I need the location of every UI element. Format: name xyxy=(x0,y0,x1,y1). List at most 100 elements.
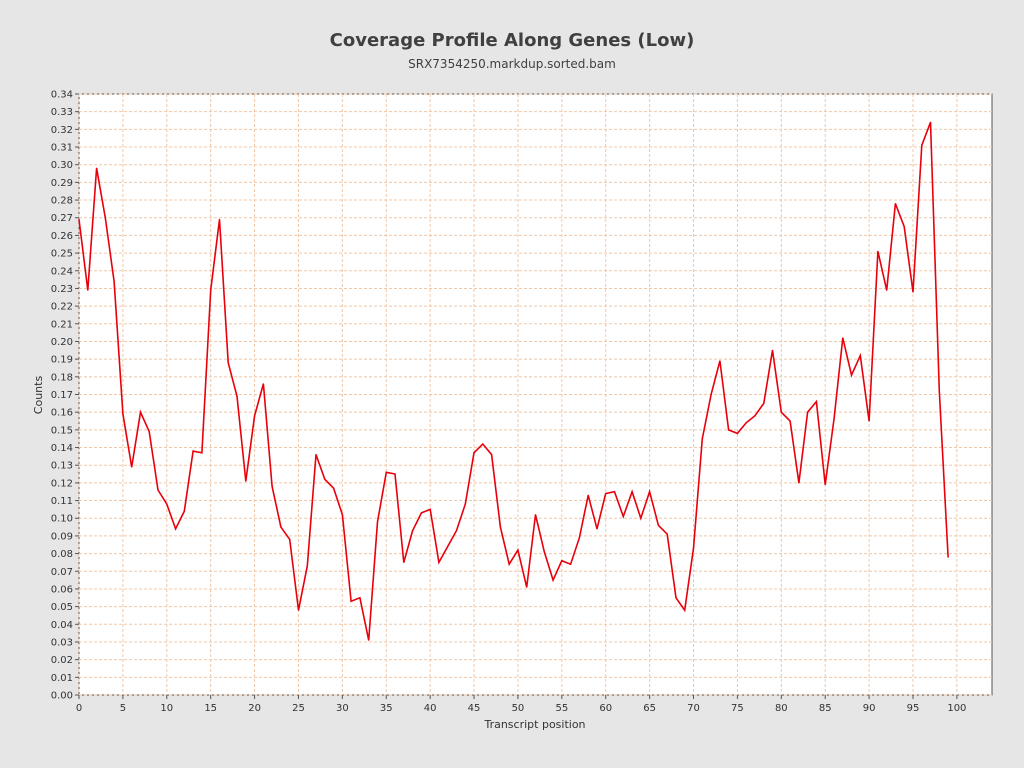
data-point xyxy=(675,597,677,599)
x-tick-label: 60 xyxy=(599,703,612,714)
y-tick-label: 0.31 xyxy=(51,143,73,154)
data-point xyxy=(903,225,905,228)
y-tick-label: 0.14 xyxy=(51,443,73,454)
data-point xyxy=(570,563,572,565)
data-point xyxy=(271,485,273,488)
data-point xyxy=(166,503,168,505)
data-point xyxy=(253,415,256,417)
chart-title: Coverage Profile Along Genes (Low) xyxy=(329,30,695,51)
y-tick-label: 0.01 xyxy=(51,673,73,684)
y-tick-label: 0.07 xyxy=(51,567,73,578)
y-tick-label: 0.21 xyxy=(51,319,73,330)
x-tick-label: 70 xyxy=(687,703,700,714)
data-point xyxy=(605,492,607,495)
data-point xyxy=(534,514,537,516)
data-point xyxy=(868,420,870,422)
x-tick-label: 50 xyxy=(512,703,525,714)
data-point xyxy=(324,478,326,480)
data-point xyxy=(701,438,703,440)
y-tick-label: 0.29 xyxy=(51,178,73,189)
data-point xyxy=(315,454,317,456)
data-point xyxy=(692,547,695,549)
x-tick-label: 75 xyxy=(731,703,744,714)
data-point xyxy=(815,400,818,403)
data-point xyxy=(763,402,765,404)
data-point xyxy=(394,473,396,475)
data-point xyxy=(174,528,177,530)
data-point xyxy=(376,521,379,523)
y-tick-label: 0.11 xyxy=(51,496,73,507)
data-point xyxy=(842,337,844,339)
data-point xyxy=(798,482,800,484)
data-point xyxy=(297,609,300,611)
data-point xyxy=(473,452,475,454)
x-tick-label: 85 xyxy=(819,703,832,714)
y-tick-label: 0.19 xyxy=(51,355,73,366)
data-point xyxy=(745,422,747,424)
data-point xyxy=(429,508,431,510)
y-tick-label: 0.16 xyxy=(51,408,73,419)
y-tick-label: 0.24 xyxy=(51,266,73,277)
coverage-line xyxy=(78,122,949,641)
data-point xyxy=(491,454,493,456)
data-point xyxy=(341,514,343,516)
data-point xyxy=(912,291,914,293)
data-point xyxy=(824,484,826,486)
y-tick-label: 0.05 xyxy=(51,602,73,613)
data-point xyxy=(218,218,221,221)
data-point xyxy=(306,565,308,567)
data-point xyxy=(350,600,352,602)
x-tick-label: 25 xyxy=(292,703,305,714)
data-point xyxy=(482,443,484,445)
axes: 0.00 0.01 0.02 0.03 0.04 0.05 0.06 0.07 0.08 0.09… xyxy=(51,90,967,715)
data-point xyxy=(201,452,203,454)
data-point xyxy=(728,429,730,431)
data-point xyxy=(684,609,686,611)
data-point xyxy=(771,349,774,351)
data-point xyxy=(262,383,264,385)
y-tick-label: 0.08 xyxy=(51,549,73,560)
x-tick-label: 90 xyxy=(863,703,876,714)
y-tick-label: 0.22 xyxy=(51,302,73,313)
data-point xyxy=(657,524,660,526)
y-tick-label: 0.18 xyxy=(51,372,73,383)
data-point xyxy=(227,362,229,364)
data-point xyxy=(385,471,387,473)
data-point xyxy=(850,374,853,376)
x-tick-label: 65 xyxy=(643,703,656,714)
x-tick-label: 10 xyxy=(160,703,173,714)
data-point xyxy=(438,561,440,564)
chart-subtitle: SRX7354250.markdup.sorted.bam xyxy=(408,57,616,71)
data-point xyxy=(649,491,651,493)
y-tick-label: 0.30 xyxy=(51,160,73,171)
data-point xyxy=(938,390,940,392)
data-point xyxy=(464,503,466,505)
grid xyxy=(78,93,992,696)
data-point xyxy=(929,121,932,123)
data-point xyxy=(289,538,291,541)
data-point xyxy=(640,517,642,519)
x-tick-label: 30 xyxy=(336,703,349,714)
data-point xyxy=(359,597,361,599)
data-point xyxy=(499,526,501,528)
data-point xyxy=(95,167,98,169)
data-point xyxy=(719,360,721,362)
data-point xyxy=(183,510,185,512)
y-tick-label: 0.20 xyxy=(51,337,73,348)
y-tick-label: 0.32 xyxy=(51,125,73,136)
y-tick-label: 0.28 xyxy=(51,196,73,207)
x-tick-label: 15 xyxy=(204,703,217,714)
y-tick-label: 0.34 xyxy=(51,90,73,101)
data-point xyxy=(947,556,949,558)
data-point xyxy=(508,563,510,565)
data-point xyxy=(403,561,405,564)
x-tick-label: 100 xyxy=(947,703,966,714)
data-point xyxy=(526,586,528,588)
y-tick-label: 0.15 xyxy=(51,425,73,436)
data-point xyxy=(104,217,106,219)
data-point xyxy=(736,432,739,434)
data-point xyxy=(578,537,580,539)
y-tick-label: 0.03 xyxy=(51,637,73,648)
y-tick-label: 0.10 xyxy=(51,514,73,525)
data-point xyxy=(157,489,159,491)
